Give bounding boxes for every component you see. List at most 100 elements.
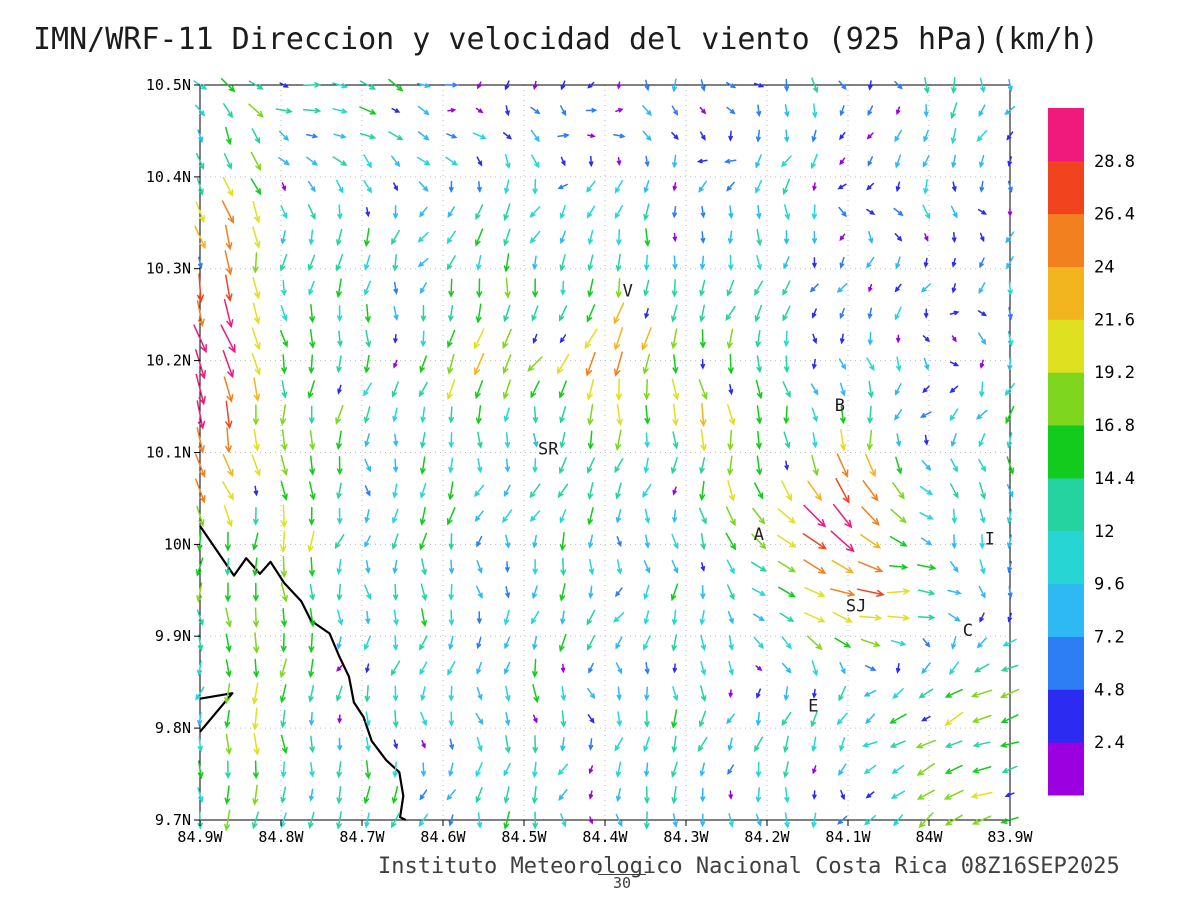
wind-arrow: [614, 205, 624, 219]
wind-arrow: [336, 811, 342, 830]
wind-arrow: [309, 429, 316, 451]
wind-arrow: [779, 612, 795, 623]
wind-arrow: [420, 686, 426, 702]
wind-arrow: [391, 107, 401, 113]
wind-arrow: [586, 304, 596, 323]
wind-arrow: [728, 790, 733, 800]
colorbar-segment: [1048, 689, 1084, 743]
wind-arrow: [392, 635, 399, 652]
wind-arrow: [587, 430, 594, 451]
wind-arrow: [447, 481, 454, 501]
wind-arrow: [806, 635, 823, 651]
wind-arrow: [613, 133, 626, 139]
wind-arrow: [890, 790, 906, 799]
wind-arrow: [195, 557, 204, 577]
wind-arrow: [559, 406, 567, 424]
wind-arrow: [755, 813, 762, 827]
wind-arrow: [363, 280, 371, 296]
wind-arrow: [448, 533, 455, 551]
wind-arrow: [784, 812, 790, 829]
wind-arrow: [783, 230, 790, 245]
wind-arrow: [615, 253, 622, 273]
wind-arrow: [279, 330, 288, 348]
wind-arrow: [700, 585, 706, 600]
wind-arrow: [335, 179, 344, 194]
wind-arrow: [587, 133, 596, 138]
wind-arrow: [248, 80, 264, 90]
wind-arrow: [196, 505, 205, 527]
wind-arrow: [1007, 280, 1013, 296]
wind-arrow: [616, 559, 623, 575]
wind-arrow: [830, 588, 856, 597]
wind-arrow: [894, 383, 902, 396]
wind-arrow: [782, 381, 791, 398]
wind-arrow: [727, 455, 734, 476]
wind-arrow: [863, 814, 877, 826]
wind-arrow: [970, 791, 993, 799]
wind-arrow: [390, 812, 401, 829]
wind-arrow: [588, 155, 594, 168]
wind-arrow: [642, 130, 652, 142]
wind-arrow: [918, 812, 934, 829]
wind-arrow: [558, 380, 567, 399]
wind-arrow: [225, 274, 233, 303]
wind-arrow: [308, 405, 315, 425]
wind-arrow: [309, 455, 316, 476]
wind-arrow: [615, 788, 622, 803]
wind-arrow: [446, 507, 456, 526]
wind-arrow: [723, 158, 737, 164]
wind-arrow: [505, 586, 511, 599]
axis-ticks: 84.9W 84.8W 84.7W 84.6W 84.5W 84.4W 84.3W 84.2W…: [146, 76, 1034, 846]
wind-arrow: [505, 534, 511, 549]
wind-arrow: [337, 384, 342, 395]
wind-arrow: [917, 614, 936, 621]
wind-arrow: [782, 305, 791, 322]
wind-arrow: [616, 157, 622, 166]
wind-arrow: [892, 814, 904, 827]
wind-arrow: [252, 557, 259, 577]
wind-arrow: [780, 155, 792, 168]
wind-arrow: [359, 106, 377, 115]
wind-arrow: [839, 256, 845, 269]
wind-arrow: [560, 686, 567, 702]
wind-arrow: [699, 131, 706, 141]
wind-arrow: [502, 379, 511, 400]
wind-arrow: [811, 454, 819, 477]
wind-arrow: [950, 458, 958, 473]
wind-arrow: [449, 738, 455, 751]
wind-arrow: [560, 710, 567, 728]
wind-arrow: [279, 254, 288, 272]
wind-arrow: [225, 633, 232, 653]
wind-arrow: [559, 204, 566, 220]
wind-arrow: [836, 453, 849, 478]
wind-arrow: [504, 153, 511, 170]
wind-arrow: [588, 534, 594, 549]
wind-arrow: [448, 278, 455, 298]
wind-arrow: [1004, 792, 1015, 798]
wind-arrow: [223, 505, 233, 528]
wind-arrow: [783, 686, 789, 702]
wind-arrow: [894, 233, 903, 242]
wind-arrow: [250, 178, 262, 196]
wind-arrow: [921, 662, 931, 675]
wind-arrow: [614, 179, 624, 194]
wind-arrow: [337, 609, 344, 626]
wind-arrow: [644, 762, 650, 778]
wind-arrow: [918, 688, 934, 699]
wind-arrow: [754, 280, 764, 296]
wind-arrow: [727, 480, 736, 502]
wind-arrow: [698, 710, 707, 728]
wind-arrow: [560, 663, 566, 674]
wind-arrow: [281, 607, 288, 628]
wind-arrow: [754, 736, 764, 753]
wind-arrow: [812, 103, 818, 119]
wind-arrow: [559, 334, 567, 344]
wind-arrow: [950, 205, 958, 219]
wind-arrow: [803, 504, 827, 528]
wind-arrow: [447, 329, 456, 349]
wind-arrow: [474, 484, 485, 498]
wind-arrow: [557, 183, 568, 190]
wind-arrow: [365, 760, 371, 780]
wind-arrow: [699, 329, 706, 349]
wind-arrow: [560, 813, 567, 828]
